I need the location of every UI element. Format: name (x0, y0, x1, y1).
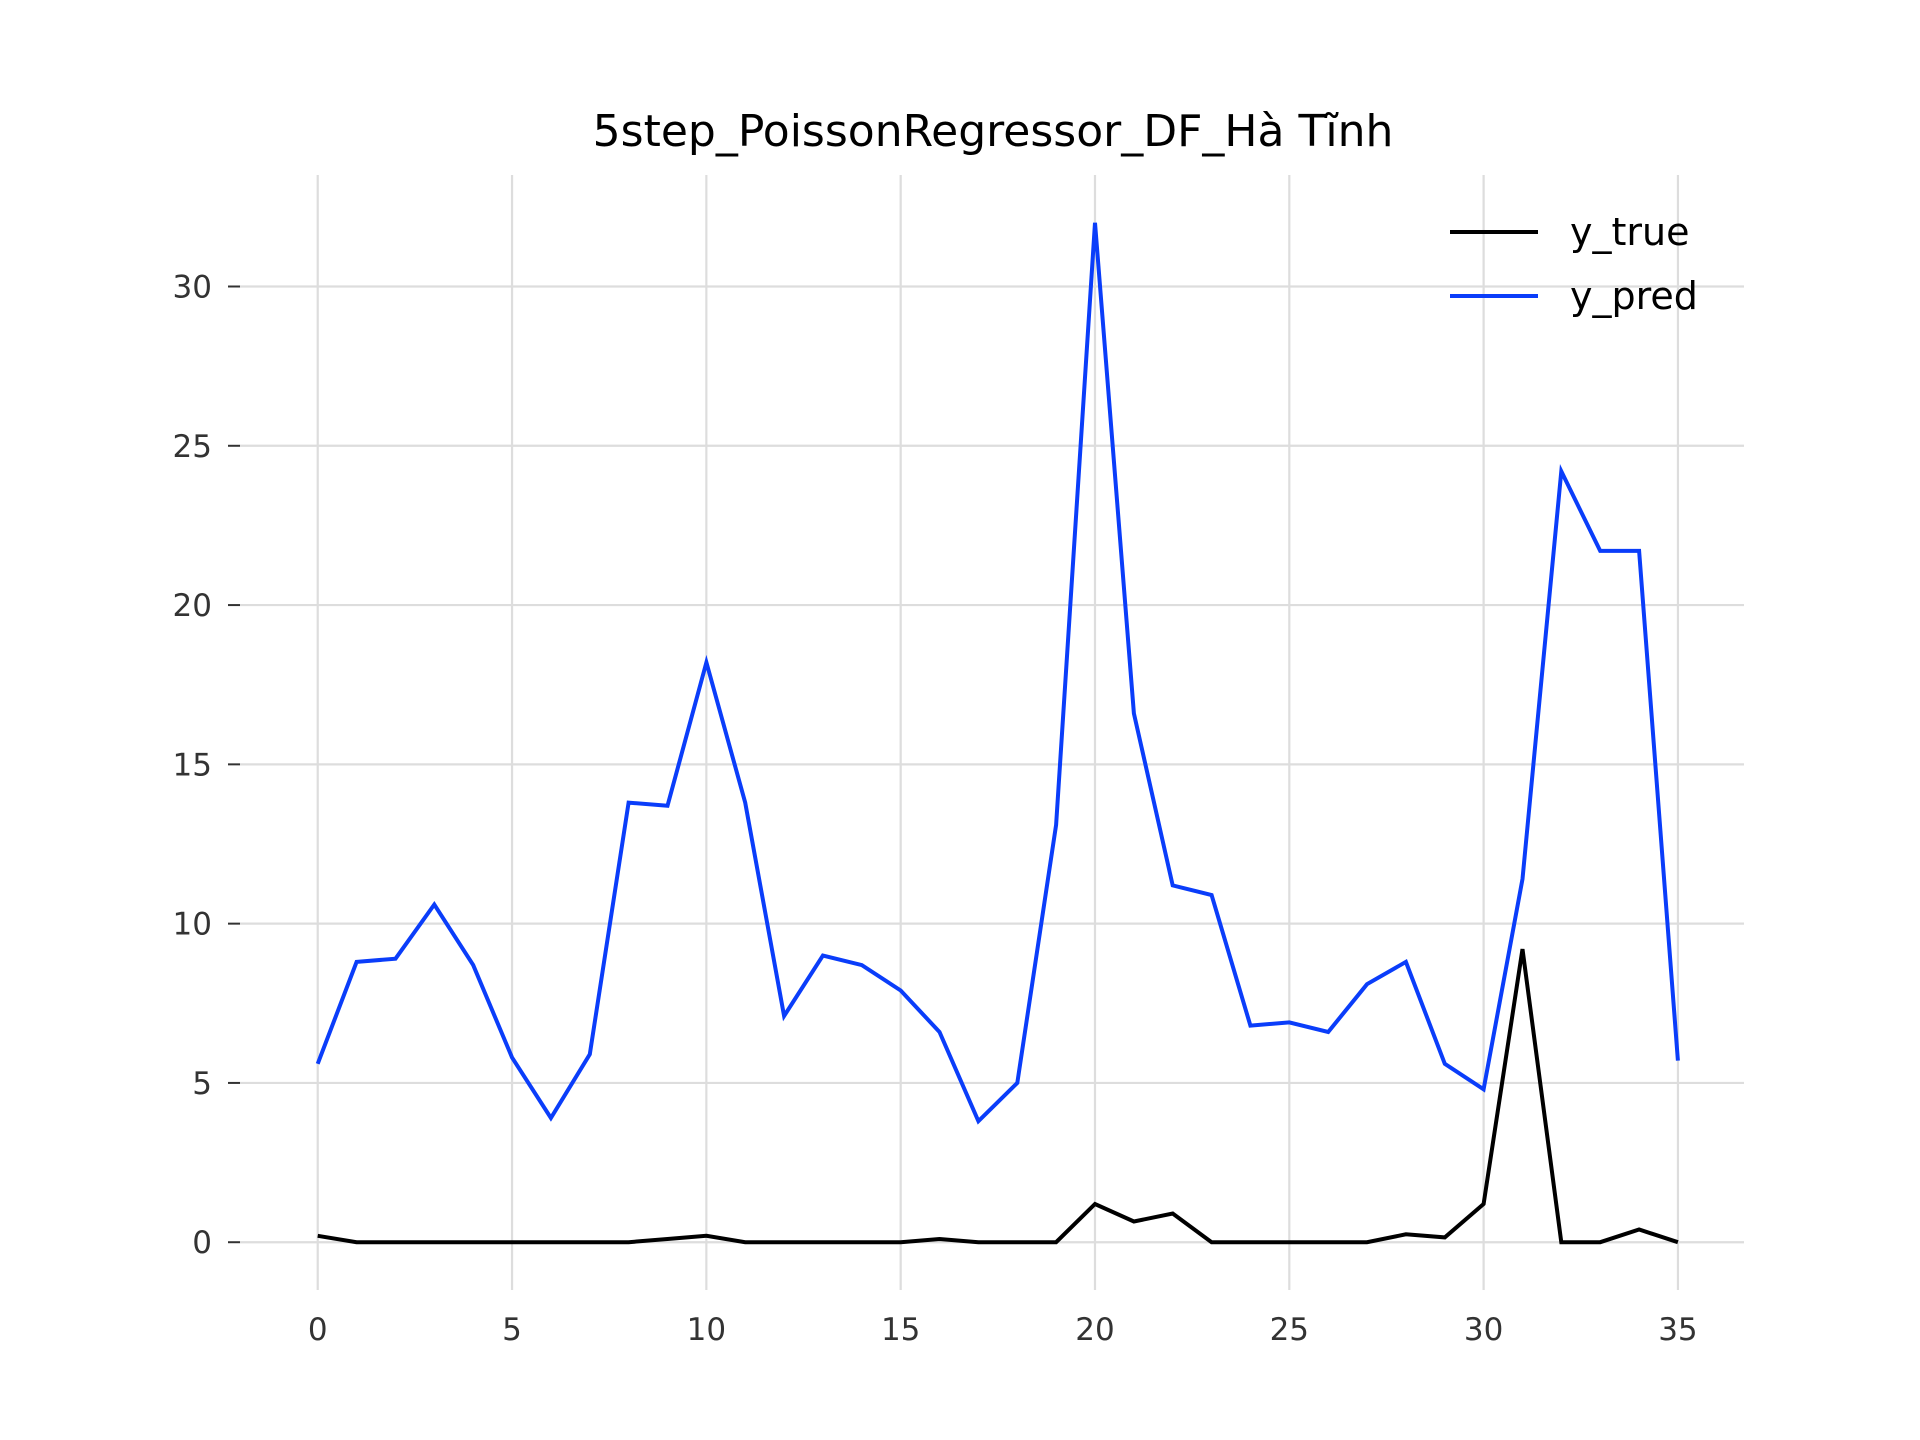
y-tick-label: 25 (173, 429, 212, 465)
x-tick-label: 0 (308, 1312, 328, 1348)
x-tick-label: 15 (881, 1312, 920, 1348)
y-tick-label: 10 (173, 907, 212, 943)
axis-ticks: 0 5 10 15 20 25 30 35 0 5 10 15 20 25 30 (173, 270, 1698, 1349)
legend-label-y-true: y_true (1570, 210, 1689, 254)
x-tick-label: 10 (687, 1312, 726, 1348)
x-tick-label: 35 (1658, 1312, 1697, 1348)
legend-label-y-pred: y_pred (1570, 274, 1698, 318)
y-tick-label: 15 (173, 747, 212, 783)
y-tick-label: 5 (192, 1066, 212, 1102)
series-line-y-true (317, 948, 1679, 1245)
y-tick-label: 20 (173, 588, 212, 624)
chart-title: 5step_PoissonRegressor_DF_Hà Tĩnh (593, 106, 1394, 157)
y-tick-label: 30 (173, 270, 212, 306)
series-lines (315, 222, 1680, 1245)
grid (240, 175, 1744, 1290)
x-tick-label: 25 (1270, 1312, 1309, 1348)
series-line-y-pred (315, 222, 1680, 1125)
x-tick-label: 5 (502, 1312, 522, 1348)
y-tick-label: 0 (192, 1225, 212, 1261)
x-tick-label: 20 (1075, 1312, 1114, 1348)
x-tick-label: 30 (1464, 1312, 1503, 1348)
legend: y_true y_pred (1450, 210, 1698, 318)
